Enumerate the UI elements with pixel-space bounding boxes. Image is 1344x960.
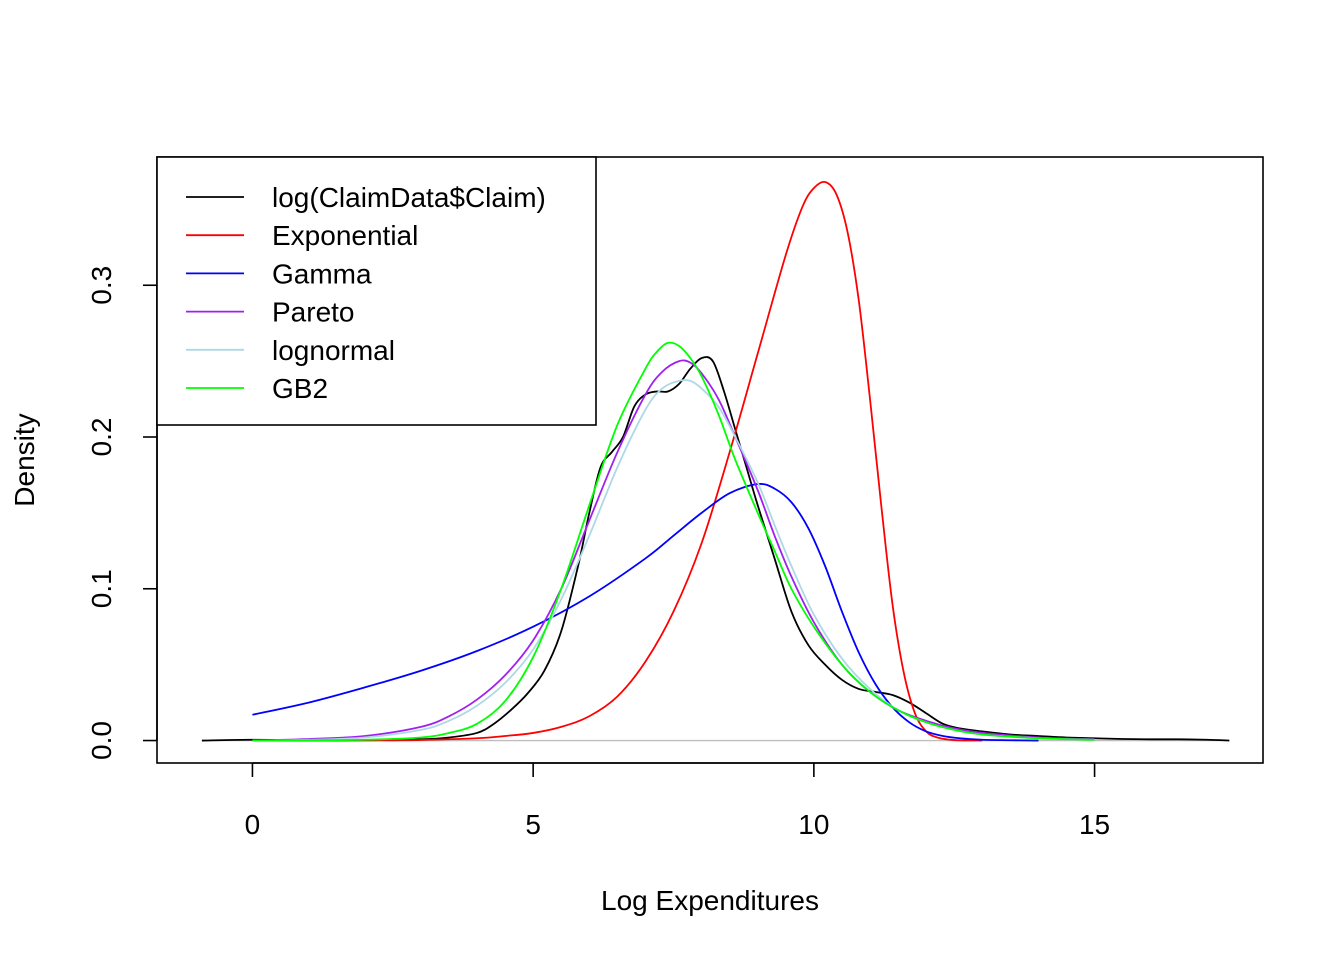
- series-line-exponential: [252, 180, 983, 742]
- y-tick-label: 0.3: [86, 266, 117, 305]
- series-line-log-claimdata-claim: [201, 356, 1230, 742]
- y-axis-label: Density: [9, 413, 40, 506]
- y-axis: 0.0 0.1 0.2 0.3: [86, 266, 158, 760]
- legend-label: Exponential: [272, 220, 418, 251]
- x-tick-label: 5: [525, 809, 541, 840]
- x-tick-label: 10: [798, 809, 829, 840]
- series-line-gb2: [252, 341, 1095, 742]
- x-tick-label: 0: [245, 809, 261, 840]
- legend: log(ClaimData$Claim) Exponential Gamma Pare…: [156, 156, 597, 426]
- y-tick-label: 0.1: [86, 569, 117, 608]
- legend-label: Pareto: [272, 297, 355, 328]
- y-tick-label: 0.2: [86, 418, 117, 457]
- legend-label: lognormal: [272, 335, 395, 366]
- series-line-gamma: [252, 483, 1039, 742]
- legend-label: GB2: [272, 373, 328, 404]
- y-tick-label: 0.0: [86, 721, 117, 760]
- x-axis-label: Log Expenditures: [601, 885, 819, 916]
- density-curves: [201, 180, 1230, 742]
- series-line-lognormal: [252, 379, 1095, 742]
- legend-box: [156, 156, 597, 426]
- legend-label: Gamma: [272, 258, 372, 289]
- legend-label: log(ClaimData$Claim): [272, 182, 546, 213]
- x-axis: 0 5 10 15: [245, 762, 1110, 840]
- x-tick-label: 15: [1079, 809, 1110, 840]
